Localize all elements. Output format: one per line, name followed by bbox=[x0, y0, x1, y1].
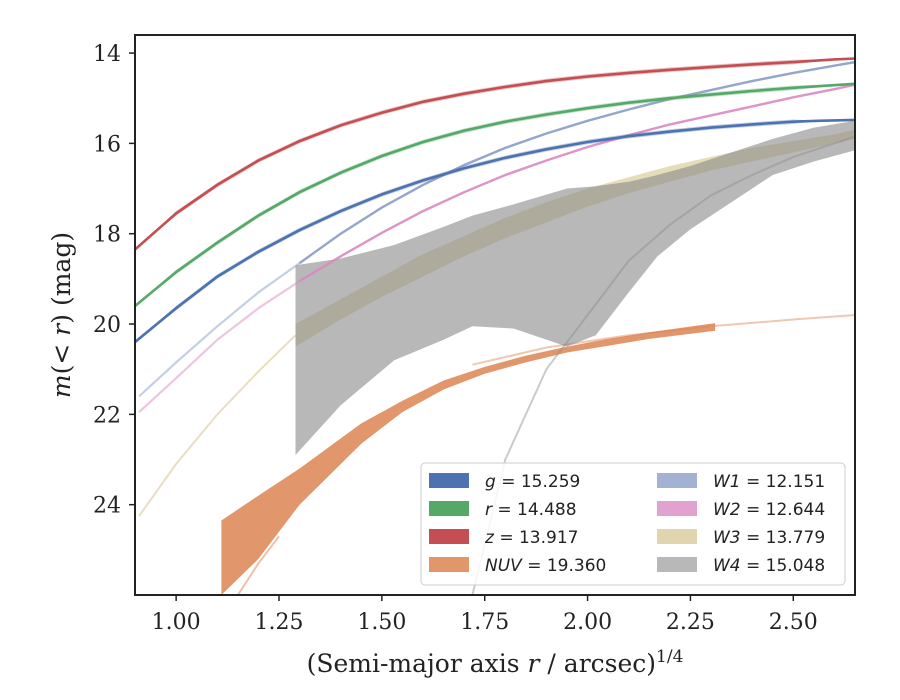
plot-area bbox=[135, 57, 855, 595]
y-tick-label: 22 bbox=[93, 403, 121, 428]
y-tick-label: 20 bbox=[93, 313, 121, 338]
legend-label-w1: W1 = 12.151 bbox=[713, 472, 825, 492]
legend-swatch-w4 bbox=[657, 557, 697, 572]
legend-label-w3: W3 = 13.779 bbox=[713, 528, 825, 548]
y-tick-label: 18 bbox=[93, 223, 121, 248]
series-nuv-descent-line bbox=[237, 535, 280, 595]
legend-swatch-nuv bbox=[429, 557, 469, 572]
x-tick-label: 1.75 bbox=[460, 610, 509, 635]
legend-label-r: r = 14.488 bbox=[485, 500, 577, 520]
series-w4-band bbox=[295, 120, 855, 456]
series-z-line bbox=[135, 57, 855, 251]
legend-swatch-r bbox=[429, 501, 469, 516]
x-axis-label: (Semi-major axis r / arcsec)1/4 bbox=[307, 647, 684, 678]
legend-label-nuv: NUV = 19.360 bbox=[485, 556, 606, 576]
legend: g = 15.259 r = 14.488 z = 13.917 NUV = 19.3… bbox=[420, 462, 846, 586]
y-tick-label: 14 bbox=[93, 42, 121, 67]
legend-swatch-w3 bbox=[657, 529, 697, 544]
axes-frame bbox=[134, 34, 856, 596]
y-tick-label: 24 bbox=[93, 494, 121, 519]
series-w3-extension-line bbox=[138, 334, 297, 517]
x-tick-label: 2.25 bbox=[666, 610, 715, 635]
x-axis-ticks: 1.00 1.25 1.50 1.75 2.00 2.25 2.50 bbox=[152, 595, 818, 635]
legend-swatch-w2 bbox=[657, 501, 697, 516]
legend-swatch-z bbox=[429, 529, 469, 544]
legend-label-g: g = 15.259 bbox=[485, 472, 580, 492]
series-layer bbox=[135, 57, 855, 595]
y-axis-label: m(< r) (mag) bbox=[47, 232, 76, 398]
x-tick-label: 2.50 bbox=[769, 610, 818, 635]
series-nuv-band bbox=[221, 323, 716, 595]
legend-label-z: z = 13.917 bbox=[484, 528, 578, 548]
legend-swatch-w1 bbox=[657, 473, 697, 488]
x-tick-label: 1.25 bbox=[255, 610, 304, 635]
series-w1-line bbox=[298, 60, 855, 265]
x-tick-label: 1.50 bbox=[357, 610, 406, 635]
y-axis-ticks: 14 16 18 20 22 24 bbox=[93, 42, 135, 519]
series-r-line bbox=[135, 82, 855, 308]
y-tick-label: 16 bbox=[93, 132, 121, 157]
x-tick-label: 2.00 bbox=[563, 610, 612, 635]
legend-label-w4: W4 = 15.048 bbox=[713, 556, 825, 576]
series-w2-line bbox=[298, 83, 855, 283]
legend-swatch-g bbox=[429, 473, 469, 488]
legend-label-w2: W2 = 12.644 bbox=[713, 500, 825, 520]
legend-box bbox=[420, 462, 846, 586]
x-tick-label: 1.00 bbox=[152, 610, 201, 635]
series-g-line bbox=[135, 118, 855, 344]
